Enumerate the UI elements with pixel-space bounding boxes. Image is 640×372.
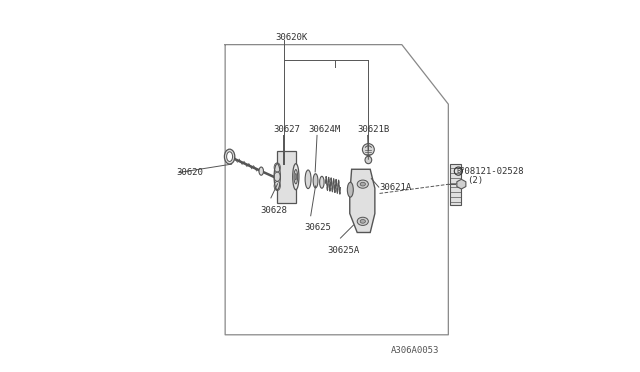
Text: 30621A: 30621A [380, 183, 412, 192]
Ellipse shape [305, 170, 311, 189]
Ellipse shape [357, 180, 369, 188]
Text: 30624M: 30624M [308, 125, 340, 134]
Text: 30627: 30627 [273, 125, 300, 134]
Ellipse shape [313, 174, 318, 188]
Text: °08121-02528: °08121-02528 [459, 167, 524, 176]
Polygon shape [457, 179, 466, 189]
Ellipse shape [360, 219, 365, 223]
Text: 30628: 30628 [260, 206, 287, 215]
Ellipse shape [319, 176, 324, 188]
Ellipse shape [365, 156, 372, 164]
Text: 30625A: 30625A [328, 246, 360, 254]
Ellipse shape [292, 164, 299, 190]
Text: 30625: 30625 [304, 223, 331, 232]
Ellipse shape [225, 149, 235, 164]
Text: 30620: 30620 [176, 169, 203, 177]
Ellipse shape [274, 164, 280, 190]
Text: (2): (2) [467, 176, 483, 185]
Polygon shape [349, 169, 375, 232]
Text: B: B [456, 168, 461, 174]
Ellipse shape [227, 152, 232, 161]
Ellipse shape [259, 167, 264, 175]
Ellipse shape [294, 170, 298, 184]
Ellipse shape [360, 182, 365, 186]
Ellipse shape [357, 217, 369, 225]
FancyBboxPatch shape [450, 164, 461, 205]
Ellipse shape [348, 182, 353, 197]
Text: A306A0053: A306A0053 [390, 346, 439, 355]
Polygon shape [277, 151, 296, 203]
Text: 30620K: 30620K [275, 33, 308, 42]
Circle shape [362, 144, 374, 155]
Ellipse shape [295, 173, 296, 180]
Text: 30621B: 30621B [357, 125, 390, 134]
